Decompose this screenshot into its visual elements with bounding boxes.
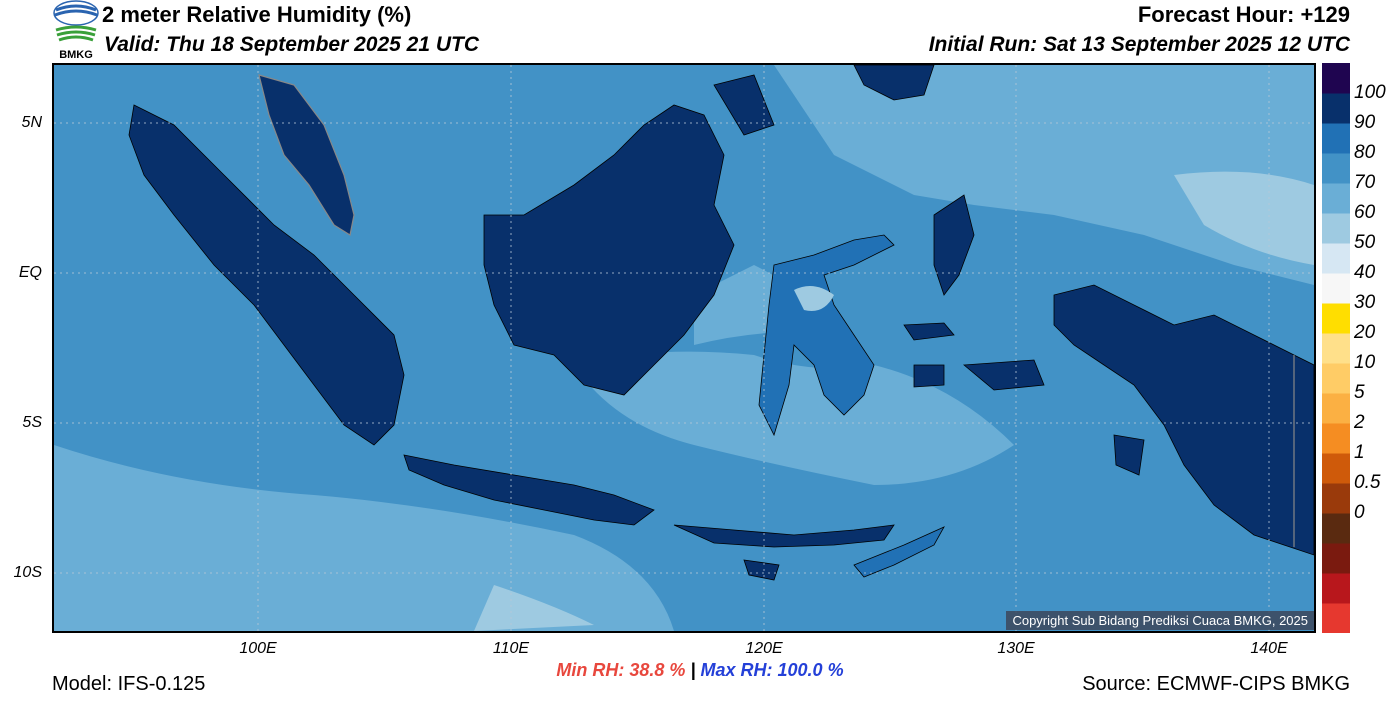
colorbar-label: 70: [1354, 172, 1376, 193]
pacific-patch: [774, 65, 1314, 285]
colorbar-swatch: [1322, 243, 1350, 274]
lon-label-130e: 130E: [997, 640, 1035, 657]
colorbar-swatch: [1322, 273, 1350, 304]
colorbar-swatch: [1322, 93, 1350, 124]
seram-west: [903, 322, 955, 341]
lat-label-10s: 10S: [13, 564, 42, 581]
map-title: 2 meter Relative Humidity (%): [102, 2, 412, 27]
new-guinea: [1053, 284, 1314, 556]
colorbar-label: 5: [1354, 382, 1365, 403]
lon-label-140e: 140E: [1250, 640, 1288, 657]
humidity-map: [52, 63, 1316, 633]
lat-label-5s: 5S: [22, 414, 42, 431]
colorbar-label: 30: [1354, 292, 1376, 313]
rh-stats: Min RH: 38.8 % | Max RH: 100.0 %: [0, 660, 1400, 681]
colorbar-swatch: [1322, 183, 1350, 214]
lat-label-5n: 5N: [21, 114, 42, 131]
colorbar-swatch: [1322, 303, 1350, 334]
aru-islands: [1113, 434, 1145, 476]
sulawesi-pale-patch: [794, 286, 834, 311]
colorbar-swatch: [1322, 483, 1350, 514]
mindanao: [853, 65, 935, 101]
copyright-notice: Copyright Sub Bidang Prediksi Cuaca BMKG…: [1006, 611, 1314, 630]
initial-run: Initial Run: Sat 13 September 2025 12 UT…: [928, 33, 1350, 56]
malay-peninsula: [258, 74, 355, 236]
logo-text: BMKG: [59, 49, 93, 61]
seram: [962, 359, 1045, 391]
colorbar-label: 20: [1354, 322, 1376, 343]
colorbar-swatch: [1322, 213, 1350, 244]
colorbar-label: 90: [1354, 112, 1376, 133]
bmkg-logo: BMKG: [52, 0, 100, 62]
map-canvas: [54, 65, 1314, 631]
indian-ocean-pale-patch: [474, 585, 594, 631]
indian-ocean-patch: [54, 445, 674, 631]
lesser-sunda: [673, 524, 895, 548]
colorbar-swatch: [1322, 123, 1350, 154]
lon-label-100e: 100E: [239, 640, 277, 657]
timor: [853, 526, 945, 578]
colorbar-swatch: [1322, 423, 1350, 454]
colorbar-swatch: [1322, 513, 1350, 544]
colorbar-label: 0.5: [1354, 472, 1381, 493]
colorbar-swatch: [1322, 543, 1350, 574]
java: [403, 454, 655, 526]
graticule: [54, 65, 1314, 631]
colorbar-label: 1: [1354, 442, 1365, 463]
colorbar-swatch: [1322, 63, 1350, 94]
pacific-pale-patch: [1174, 171, 1314, 265]
source-label: Source: ECMWF-CIPS BMKG: [1082, 673, 1350, 695]
colorbar: [1322, 63, 1350, 634]
colorbar-swatch: [1322, 363, 1350, 394]
colorbar-swatch: [1322, 453, 1350, 484]
colorbar-label: 50: [1354, 232, 1376, 253]
colorbar-label: 0: [1354, 502, 1365, 523]
sumba: [743, 559, 780, 581]
min-rh: Min RH: 38.8 %: [556, 660, 686, 680]
colorbar-swatch: [1322, 603, 1350, 634]
lon-label-120e: 120E: [745, 640, 783, 657]
sumatra: [128, 104, 405, 446]
colorbar-swatch: [1322, 393, 1350, 424]
java-sea-patch: [574, 351, 1014, 485]
model-label: Model: IFS-0.125: [52, 673, 206, 695]
buru: [913, 364, 945, 388]
colorbar-swatch: [1322, 573, 1350, 604]
halmahera: [933, 194, 975, 296]
borneo: [483, 104, 735, 396]
colorbar-label: 80: [1354, 142, 1376, 163]
colorbar-label: 100: [1354, 82, 1386, 103]
colorbar-swatch: [1322, 333, 1350, 364]
colorbar-swatch: [1322, 153, 1350, 184]
colorbar-label: 60: [1354, 202, 1376, 223]
max-rh: Max RH: 100.0 %: [700, 660, 844, 680]
forecast-hour: Forecast Hour: +129: [1137, 2, 1350, 27]
stats-separator: |: [690, 660, 696, 680]
colorbar-label: 10: [1354, 352, 1376, 373]
colorbar-label: 2: [1354, 412, 1365, 433]
valid-time: Valid: Thu 18 September 2025 21 UTC: [104, 33, 480, 56]
lat-label-eq: EQ: [18, 264, 42, 281]
lon-label-110e: 110E: [492, 640, 530, 657]
colorbar-label: 40: [1354, 262, 1376, 283]
palawan-area: [713, 74, 775, 136]
